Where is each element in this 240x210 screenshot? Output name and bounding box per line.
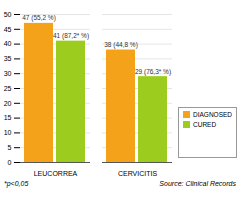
svg-text:47 (55,2 %): 47 (55,2 %) [22, 14, 56, 22]
svg-text:38 (44,8 %): 38 (44,8 %) [104, 41, 138, 49]
svg-text:29 (76,3* %): 29 (76,3* %) [135, 68, 171, 76]
html-text:Source: Clinical Records: Source: Clinical Records [159, 180, 236, 187]
svg-text:30: 30 [4, 70, 12, 77]
svg-text:41 (87,2* %): 41 (87,2* %) [53, 32, 89, 40]
svg-text:20: 20 [4, 100, 12, 107]
html-text:DIAGNOSED: DIAGNOSED [193, 111, 232, 118]
html-text:*p<0,05: *p<0,05 [4, 180, 29, 187]
html-text:CURED: CURED [193, 121, 217, 128]
svg-text:50: 50 [4, 11, 12, 18]
svg-text:25: 25 [4, 85, 12, 92]
svg-text:40: 40 [4, 40, 12, 47]
svg-text:5: 5 [8, 144, 12, 151]
svg-text:LEUCORREA: LEUCORREA [34, 170, 78, 177]
svg-text:0: 0 [8, 159, 12, 166]
svg-text:CERVICITIS: CERVICITIS [118, 170, 157, 177]
svg-text:10: 10 [4, 129, 12, 136]
svg-text:35: 35 [4, 55, 12, 62]
svg-text:15: 15 [4, 114, 12, 121]
svg-text:45: 45 [4, 26, 12, 33]
